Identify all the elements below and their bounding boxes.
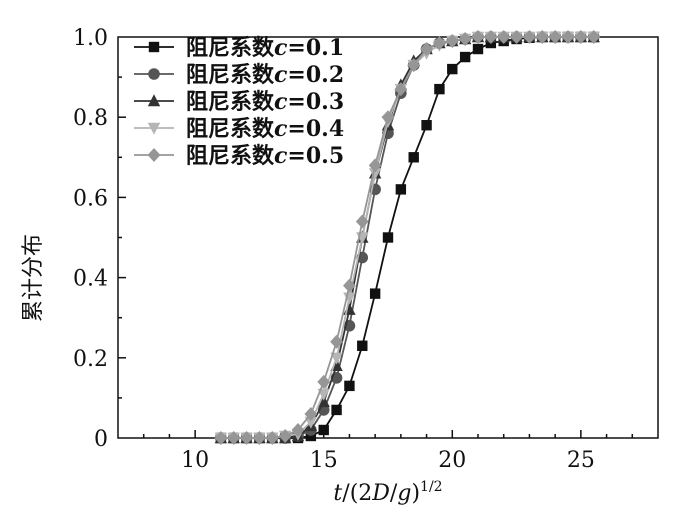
data-point <box>317 374 331 389</box>
data-point <box>420 42 433 57</box>
y-tick-label: 0 <box>94 427 108 452</box>
legend-entry-4: 阻尼系数c=0.4 <box>134 116 344 142</box>
legend-marker <box>148 41 160 53</box>
data-point <box>331 404 342 416</box>
y-axis-ticks: 0 0.2 0.4 0.6 0.8 1.0 <box>73 26 126 452</box>
data-point <box>291 422 305 437</box>
data-point <box>304 416 318 429</box>
data-point <box>382 232 394 243</box>
legend-marker <box>147 122 161 135</box>
x-tick-label: 25 <box>567 448 595 473</box>
data-point <box>407 58 421 73</box>
y-axis-title: 累计分布 <box>21 234 46 322</box>
data-point <box>484 30 498 44</box>
legend-entry-3: 阻尼系数c=0.3 <box>134 89 344 115</box>
legend-marker <box>148 68 160 80</box>
legend-entry-1: 阻尼系数c=0.1 <box>134 35 344 61</box>
data-point <box>471 30 485 44</box>
data-point <box>472 43 484 55</box>
data-point <box>395 184 407 195</box>
y-tick-label: 0.2 <box>73 347 108 372</box>
data-point <box>305 430 317 442</box>
data-point <box>381 110 395 125</box>
legend-marker <box>147 94 161 107</box>
data-point <box>227 431 241 445</box>
data-point <box>421 120 432 131</box>
data-point <box>497 30 511 44</box>
x-axis-title: t/(2D/g)1/2 <box>333 479 442 506</box>
data-point <box>408 152 419 163</box>
data-point <box>253 431 266 445</box>
data-point <box>394 82 408 97</box>
data-point <box>574 30 588 44</box>
data-point <box>344 380 355 392</box>
y-tick-label: 0.4 <box>73 267 108 292</box>
legend-entry-5: 阻尼系数c=0.5 <box>134 143 344 169</box>
data-point <box>265 431 279 445</box>
x-tick-label: 15 <box>310 448 338 473</box>
legend-label: 阻尼系数c=0.1 <box>186 35 344 61</box>
data-point <box>368 168 382 181</box>
legend-label: 阻尼系数c=0.3 <box>186 89 344 115</box>
data-point <box>445 34 459 49</box>
data-point <box>510 30 523 44</box>
series-5 <box>214 30 601 445</box>
data-point <box>548 30 562 44</box>
x-tick-label: 10 <box>181 448 209 473</box>
data-point <box>330 334 343 349</box>
data-point <box>214 431 228 445</box>
data-point <box>278 428 292 443</box>
legend-label: 阻尼系数c=0.4 <box>186 116 344 142</box>
legend-entry-2: 阻尼系数c=0.2 <box>134 62 344 88</box>
legend-label: 阻尼系数c=0.2 <box>186 62 344 88</box>
data-point <box>433 36 446 51</box>
data-point <box>523 30 536 44</box>
data-point <box>330 352 343 365</box>
data-point <box>369 288 381 299</box>
data-point <box>458 32 472 47</box>
data-point <box>240 431 253 445</box>
legend: 阻尼系数c=0.1阻尼系数c=0.2阻尼系数c=0.3阻尼系数c=0.4阻尼系数… <box>134 35 344 169</box>
data-point <box>535 30 549 44</box>
data-point <box>317 395 330 408</box>
y-tick-label: 0.8 <box>73 106 108 131</box>
data-point <box>447 63 458 75</box>
y-tick-label: 0.6 <box>73 186 108 211</box>
data-point <box>368 158 382 173</box>
x-tick-label: 20 <box>438 448 466 473</box>
x-axis-ticks: 10 15 20 25 <box>142 430 634 473</box>
data-point <box>434 83 445 95</box>
y-tick-label: 1.0 <box>73 26 108 51</box>
legend-label: 阻尼系数c=0.5 <box>186 143 344 169</box>
data-point <box>587 30 601 44</box>
data-point <box>355 214 369 229</box>
legend-marker <box>147 148 161 162</box>
data-series <box>214 30 601 445</box>
data-point <box>561 30 575 44</box>
data-point <box>343 278 356 293</box>
data-point <box>318 424 329 436</box>
data-point <box>304 406 318 421</box>
data-point <box>357 340 368 351</box>
data-point <box>459 51 471 63</box>
